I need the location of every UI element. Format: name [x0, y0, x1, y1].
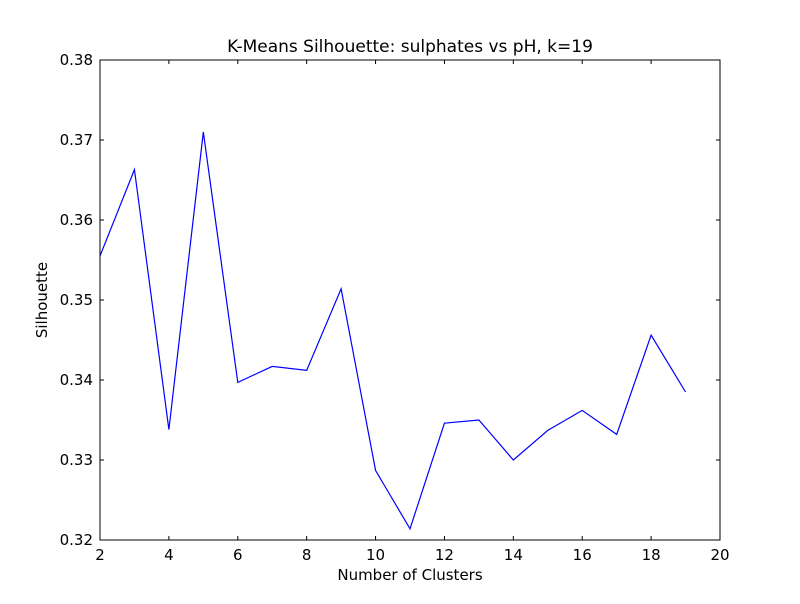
y-tick-label: 0.38: [60, 51, 93, 69]
series-line-1: [99, 131, 687, 531]
plot-area: [99, 131, 687, 531]
x-tick-label: 6: [233, 546, 243, 564]
x-tick-label: 14: [504, 546, 523, 564]
axes: 2 4 6 8 10 12 14 16 18 20 0.32 0.33 0.34 0.35 0.36 0.37…: [60, 51, 730, 564]
x-axis-label: Number of Clusters: [337, 566, 482, 584]
y-tick-label: 0.35: [60, 291, 93, 309]
y-axis-label: Silhouette: [33, 262, 51, 338]
x-tick-label: 4: [164, 546, 174, 564]
y-tick-label: 0.37: [60, 131, 93, 149]
y-tick-label: 0.36: [60, 211, 93, 229]
x-tick-label: 12: [435, 546, 454, 564]
x-tick-label: 8: [302, 546, 312, 564]
x-tick-label: 16: [573, 546, 592, 564]
x-tick-label: 20: [710, 546, 729, 564]
y-tick-label: 0.34: [60, 371, 93, 389]
y-tick-label: 0.33: [60, 451, 93, 469]
x-tick-label: 10: [366, 546, 385, 564]
chart-title: K-Means Silhouette: sulphates vs pH, k=1…: [227, 37, 593, 57]
y-tick-label: 0.32: [60, 531, 93, 549]
x-tick-label: 2: [95, 546, 105, 564]
x-tick-label: 18: [642, 546, 661, 564]
